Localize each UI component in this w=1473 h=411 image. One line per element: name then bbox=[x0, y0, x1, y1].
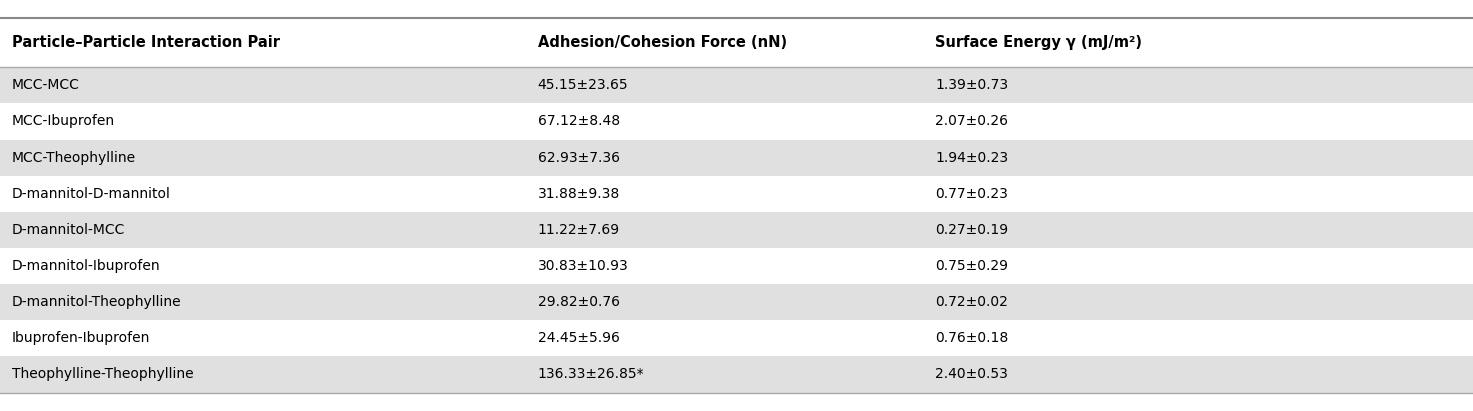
Text: 0.77±0.23: 0.77±0.23 bbox=[935, 187, 1008, 201]
Text: 24.45±5.96: 24.45±5.96 bbox=[538, 331, 620, 345]
Bar bbox=[0, 104, 1473, 140]
Text: 1.94±0.23: 1.94±0.23 bbox=[935, 150, 1009, 165]
Bar bbox=[0, 248, 1473, 284]
Bar bbox=[0, 320, 1473, 356]
Text: Adhesion/Cohesion Force (nN): Adhesion/Cohesion Force (nN) bbox=[538, 35, 787, 51]
Bar bbox=[0, 67, 1473, 104]
Text: Particle–Particle Interaction Pair: Particle–Particle Interaction Pair bbox=[12, 35, 280, 51]
Text: 67.12±8.48: 67.12±8.48 bbox=[538, 115, 620, 129]
Text: 2.40±0.53: 2.40±0.53 bbox=[935, 367, 1008, 381]
Text: MCC-Ibuprofen: MCC-Ibuprofen bbox=[12, 115, 115, 129]
Bar bbox=[0, 140, 1473, 175]
Bar bbox=[0, 284, 1473, 320]
Text: D-mannitol-Theophylline: D-mannitol-Theophylline bbox=[12, 295, 181, 309]
Text: Theophylline-Theophylline: Theophylline-Theophylline bbox=[12, 367, 193, 381]
Text: 1.39±0.73: 1.39±0.73 bbox=[935, 79, 1009, 92]
Text: 30.83±10.93: 30.83±10.93 bbox=[538, 259, 629, 273]
Text: MCC-Theophylline: MCC-Theophylline bbox=[12, 150, 136, 165]
Text: 62.93±7.36: 62.93±7.36 bbox=[538, 150, 620, 165]
Text: 0.75±0.29: 0.75±0.29 bbox=[935, 259, 1009, 273]
Text: 0.76±0.18: 0.76±0.18 bbox=[935, 331, 1009, 345]
Text: 11.22±7.69: 11.22±7.69 bbox=[538, 223, 620, 237]
Text: 0.27±0.19: 0.27±0.19 bbox=[935, 223, 1009, 237]
Text: 29.82±0.76: 29.82±0.76 bbox=[538, 295, 620, 309]
Text: Surface Energy γ (mJ/m²): Surface Energy γ (mJ/m²) bbox=[935, 35, 1143, 51]
Text: MCC-MCC: MCC-MCC bbox=[12, 79, 80, 92]
Text: D-mannitol-D-mannitol: D-mannitol-D-mannitol bbox=[12, 187, 171, 201]
Text: 0.72±0.02: 0.72±0.02 bbox=[935, 295, 1008, 309]
Bar bbox=[0, 356, 1473, 393]
Bar bbox=[0, 175, 1473, 212]
Text: 31.88±9.38: 31.88±9.38 bbox=[538, 187, 620, 201]
Text: D-mannitol-Ibuprofen: D-mannitol-Ibuprofen bbox=[12, 259, 161, 273]
Text: 2.07±0.26: 2.07±0.26 bbox=[935, 115, 1009, 129]
Text: 45.15±23.65: 45.15±23.65 bbox=[538, 79, 629, 92]
Bar bbox=[0, 212, 1473, 248]
Text: 136.33±26.85*: 136.33±26.85* bbox=[538, 367, 644, 381]
Text: Ibuprofen-Ibuprofen: Ibuprofen-Ibuprofen bbox=[12, 331, 150, 345]
Text: D-mannitol-MCC: D-mannitol-MCC bbox=[12, 223, 125, 237]
